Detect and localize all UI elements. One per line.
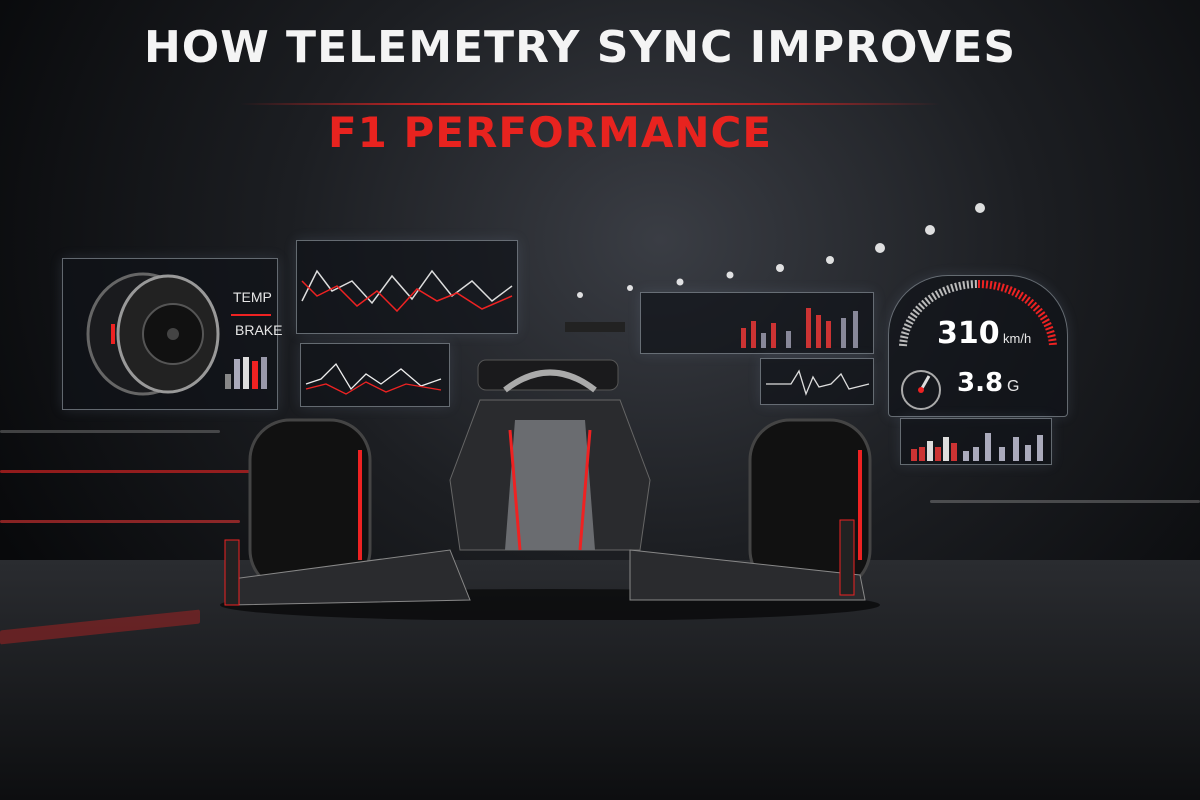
bar-graph [741,308,858,348]
brake-bar-chart [225,357,267,389]
dashboard-bar-panel [900,418,1052,465]
waveform [766,369,870,396]
speed-streak [0,470,260,473]
brake-label: BRAKE [235,322,283,338]
stadium-lights [560,200,1000,300]
speed-streak [0,430,220,433]
headline-line-2: F1 PERFORMANCE [327,108,773,157]
bar-graph-panel [640,292,874,354]
g-force-value: 3.8 [957,368,1004,398]
speed-streak [0,520,240,523]
g-force-unit: G [1007,378,1020,395]
tire-icon [86,272,220,396]
temp-label: TEMP [233,289,272,305]
dashboard-bar-graph [911,433,1043,461]
dashboard-panel: 310 km/h 3.8 G [888,275,1068,417]
headline-divider [240,103,940,105]
temp-bar [231,314,271,316]
speedometer-gauge [899,279,1057,347]
f1-car [220,322,880,620]
heartbeat-panel [760,358,874,405]
telemetry-line-graph-2 [305,362,442,395]
g-force-dial [901,370,941,410]
tire-telemetry-panel: TEMP BRAKE [62,258,282,410]
headline-line-1: HOW TELEMETRY SYNC IMPROVES [143,22,1017,73]
speed-value: 310 [937,316,1000,351]
telemetry-line-graph [301,269,513,313]
speed-streak [930,500,1200,503]
speed-unit: km/h [1003,331,1032,346]
telemetry-graph-panel-2 [300,343,450,407]
telemetry-graph-panel [296,240,518,334]
